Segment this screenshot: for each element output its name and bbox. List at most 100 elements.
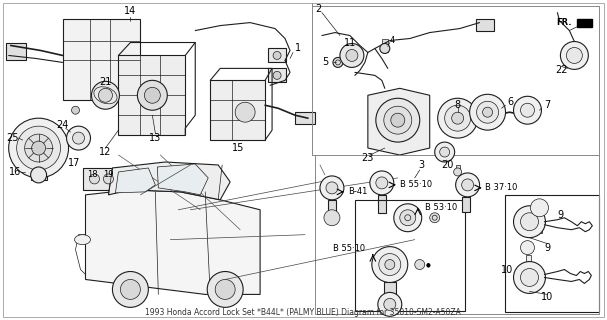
- Bar: [384, 283, 396, 304]
- Circle shape: [394, 204, 422, 232]
- Circle shape: [273, 52, 281, 60]
- Circle shape: [144, 87, 160, 103]
- Text: 17: 17: [68, 158, 81, 168]
- Circle shape: [215, 279, 235, 300]
- Circle shape: [89, 174, 100, 184]
- Circle shape: [32, 141, 46, 155]
- Bar: [504, 195, 599, 312]
- Circle shape: [391, 113, 405, 127]
- Polygon shape: [115, 168, 155, 193]
- Text: 24: 24: [56, 120, 69, 130]
- Circle shape: [333, 58, 343, 68]
- Circle shape: [112, 271, 148, 307]
- Circle shape: [456, 173, 480, 197]
- Polygon shape: [86, 190, 260, 294]
- Text: ●: ●: [426, 262, 430, 267]
- Text: 9: 9: [557, 210, 563, 220]
- Text: B-41: B-41: [348, 188, 367, 196]
- Circle shape: [379, 253, 401, 276]
- Bar: [526, 255, 532, 275]
- Circle shape: [439, 147, 450, 157]
- Circle shape: [470, 94, 506, 130]
- Text: 2: 2: [315, 4, 321, 14]
- Bar: [476, 19, 493, 31]
- Circle shape: [30, 167, 47, 183]
- Circle shape: [560, 42, 588, 69]
- Circle shape: [476, 101, 498, 123]
- Polygon shape: [577, 19, 592, 27]
- Text: 19: 19: [103, 171, 114, 180]
- Text: B 37·10: B 37·10: [484, 183, 517, 192]
- Polygon shape: [368, 88, 430, 155]
- Circle shape: [326, 182, 338, 194]
- Bar: [355, 200, 464, 311]
- Circle shape: [435, 142, 455, 162]
- Text: 23: 23: [362, 153, 374, 163]
- Text: B 55·10: B 55·10: [400, 180, 432, 189]
- Text: 7: 7: [544, 100, 551, 110]
- Circle shape: [453, 168, 462, 176]
- Circle shape: [103, 174, 114, 184]
- Circle shape: [520, 268, 538, 286]
- Text: 25: 25: [7, 133, 19, 143]
- Text: 12: 12: [100, 147, 112, 157]
- Circle shape: [514, 261, 546, 293]
- Circle shape: [376, 177, 388, 189]
- Circle shape: [514, 96, 541, 124]
- Text: 15: 15: [232, 143, 245, 153]
- Text: 6: 6: [507, 97, 514, 107]
- Circle shape: [320, 176, 344, 200]
- Circle shape: [324, 210, 340, 226]
- Bar: [268, 49, 286, 62]
- Circle shape: [445, 105, 470, 131]
- Text: 4: 4: [390, 36, 395, 45]
- Polygon shape: [118, 55, 185, 135]
- Circle shape: [385, 260, 395, 269]
- Text: 22: 22: [555, 65, 568, 76]
- Circle shape: [370, 171, 394, 195]
- Circle shape: [92, 81, 120, 109]
- Text: 16: 16: [8, 167, 21, 177]
- Text: 3: 3: [419, 160, 425, 170]
- Circle shape: [520, 103, 535, 117]
- Polygon shape: [109, 162, 230, 200]
- Polygon shape: [157, 164, 208, 195]
- Text: FR.: FR.: [556, 18, 571, 27]
- Polygon shape: [210, 80, 265, 140]
- Text: 10: 10: [541, 292, 554, 302]
- Bar: [83, 168, 120, 190]
- Circle shape: [235, 102, 255, 122]
- Text: B 55·10: B 55·10: [333, 244, 365, 253]
- Circle shape: [452, 112, 464, 124]
- Circle shape: [25, 134, 53, 162]
- Bar: [328, 200, 336, 218]
- Circle shape: [372, 247, 408, 283]
- Circle shape: [400, 210, 416, 226]
- Bar: [378, 195, 386, 213]
- Bar: [462, 197, 470, 212]
- Bar: [295, 112, 315, 124]
- Circle shape: [514, 206, 546, 238]
- Circle shape: [207, 271, 243, 307]
- Text: B 53·10: B 53·10: [425, 203, 457, 212]
- Circle shape: [8, 118, 69, 178]
- Bar: [456, 165, 459, 174]
- Text: 18: 18: [87, 171, 98, 180]
- Bar: [521, 110, 537, 120]
- Polygon shape: [63, 19, 140, 100]
- Bar: [268, 68, 286, 82]
- Circle shape: [72, 132, 84, 144]
- Text: 9: 9: [544, 243, 551, 252]
- Text: 20: 20: [441, 160, 454, 170]
- Circle shape: [378, 292, 402, 316]
- Bar: [30, 170, 47, 180]
- Bar: [382, 38, 388, 52]
- Text: 21: 21: [100, 77, 112, 87]
- Circle shape: [566, 47, 582, 63]
- Bar: [537, 217, 543, 233]
- Circle shape: [98, 88, 112, 102]
- Circle shape: [273, 71, 281, 79]
- Circle shape: [120, 279, 140, 300]
- Text: 8: 8: [455, 100, 461, 110]
- Ellipse shape: [75, 235, 90, 244]
